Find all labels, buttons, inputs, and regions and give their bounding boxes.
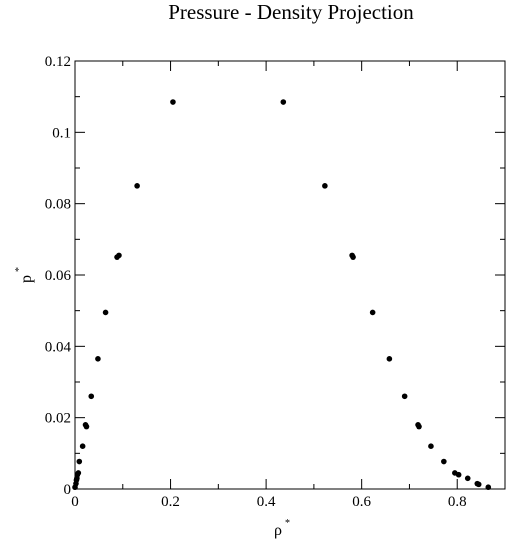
y-tick-label: 0.12: [45, 54, 71, 70]
data-point: [475, 481, 482, 488]
y-tick-label: 0.06: [45, 268, 72, 284]
plot-area: [74, 60, 506, 490]
data-point: [401, 393, 408, 400]
data-point: [134, 183, 140, 189]
data-point: [386, 356, 393, 362]
data-point: [76, 458, 83, 465]
y-axis-label-main: p: [18, 275, 35, 283]
data-points: [72, 99, 492, 491]
data-point: [170, 99, 176, 105]
y-tick-label: 0.04: [45, 339, 72, 355]
y-tick-label: 0.1: [52, 125, 71, 141]
x-axis: 0 0.2 0.4 0.6 0.8: [71, 61, 506, 510]
data-point: [485, 484, 492, 491]
data-point: [102, 309, 109, 316]
data-point: [88, 393, 95, 400]
y-tick-label: 0.08: [45, 197, 71, 213]
x-tick-label: 0.4: [257, 494, 276, 510]
data-point: [83, 423, 90, 430]
x-axis-label-superscript: *: [285, 518, 290, 529]
y-axis: 0 0.02 0.04 0.06 0.08 0.1 0.12: [45, 54, 505, 498]
data-point: [116, 252, 122, 259]
y-tick-label: 0.02: [45, 411, 71, 427]
data-point: [455, 471, 462, 478]
data-point: [75, 470, 82, 476]
y-axis-label-superscript: *: [14, 267, 25, 272]
x-tick-label: 0.6: [352, 494, 371, 510]
chart-title: Pressure - Density Projection: [168, 0, 414, 24]
x-axis-label: ρ *: [274, 518, 290, 539]
data-point: [464, 475, 471, 482]
data-point: [428, 443, 434, 450]
data-point: [369, 309, 376, 316]
data-point: [280, 99, 287, 105]
data-point: [441, 458, 447, 465]
y-axis-label: p*: [14, 267, 35, 283]
data-point: [95, 356, 101, 362]
x-tick-label: 0.8: [448, 494, 467, 510]
x-axis-label-main: ρ: [274, 522, 282, 539]
x-tick-label: 0: [71, 494, 79, 510]
y-tick-label: 0: [64, 482, 72, 498]
data-point: [322, 183, 328, 189]
data-point: [416, 423, 422, 430]
x-tick-label: 0.2: [161, 494, 180, 510]
data-point: [350, 254, 356, 260]
data-point: [79, 443, 86, 450]
